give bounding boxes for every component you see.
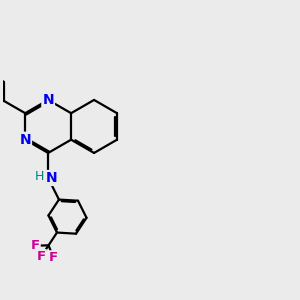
Text: F: F bbox=[37, 250, 46, 263]
Text: F: F bbox=[31, 239, 40, 252]
Text: F: F bbox=[49, 251, 58, 264]
Text: N: N bbox=[20, 133, 31, 147]
Text: N: N bbox=[45, 171, 57, 185]
Text: N: N bbox=[42, 93, 54, 107]
Text: H: H bbox=[35, 170, 45, 183]
